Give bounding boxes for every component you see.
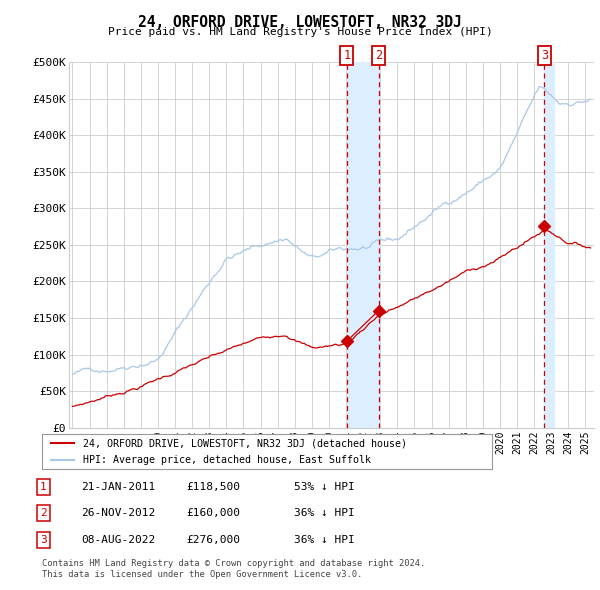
Text: 1: 1 — [343, 49, 350, 62]
Text: 53% ↓ HPI: 53% ↓ HPI — [294, 482, 355, 491]
Text: 24, ORFORD DRIVE, LOWESTOFT, NR32 3DJ: 24, ORFORD DRIVE, LOWESTOFT, NR32 3DJ — [138, 15, 462, 30]
Text: Contains HM Land Registry data © Crown copyright and database right 2024.: Contains HM Land Registry data © Crown c… — [42, 559, 425, 568]
Bar — [544, 62, 554, 428]
Text: £160,000: £160,000 — [186, 509, 240, 518]
Text: 1: 1 — [40, 482, 47, 491]
Text: 36% ↓ HPI: 36% ↓ HPI — [294, 509, 355, 518]
Text: This data is licensed under the Open Government Licence v3.0.: This data is licensed under the Open Gov… — [42, 571, 362, 579]
Text: 2: 2 — [375, 49, 382, 62]
Text: 3: 3 — [541, 49, 548, 62]
Text: 24, ORFORD DRIVE, LOWESTOFT, NR32 3DJ (detached house): 24, ORFORD DRIVE, LOWESTOFT, NR32 3DJ (d… — [83, 438, 407, 448]
Text: £118,500: £118,500 — [186, 482, 240, 491]
Text: 36% ↓ HPI: 36% ↓ HPI — [294, 535, 355, 545]
Text: 2: 2 — [40, 509, 47, 518]
Text: 3: 3 — [40, 535, 47, 545]
Text: HPI: Average price, detached house, East Suffolk: HPI: Average price, detached house, East… — [83, 455, 371, 465]
Bar — [347, 62, 379, 428]
Text: 26-NOV-2012: 26-NOV-2012 — [81, 509, 155, 518]
Text: Price paid vs. HM Land Registry's House Price Index (HPI): Price paid vs. HM Land Registry's House … — [107, 27, 493, 37]
Text: 21-JAN-2011: 21-JAN-2011 — [81, 482, 155, 491]
Text: 08-AUG-2022: 08-AUG-2022 — [81, 535, 155, 545]
Text: £276,000: £276,000 — [186, 535, 240, 545]
